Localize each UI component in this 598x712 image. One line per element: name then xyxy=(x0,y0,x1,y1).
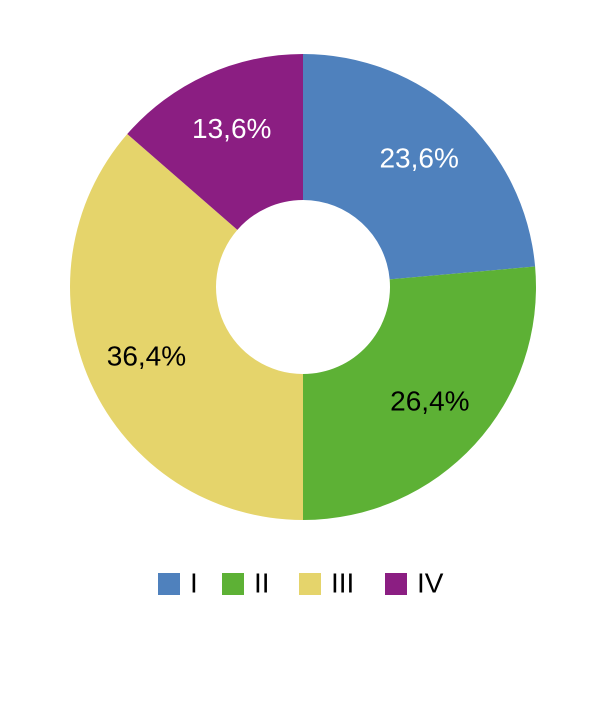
legend-swatch xyxy=(385,573,407,595)
slice xyxy=(303,266,536,520)
data-label: 13,6% xyxy=(192,113,271,144)
legend-swatch xyxy=(299,573,321,595)
slice xyxy=(303,54,536,280)
legend-label: III xyxy=(331,567,354,598)
legend-swatch xyxy=(158,573,180,595)
slice xyxy=(70,134,303,521)
legend-swatch xyxy=(222,573,244,595)
data-label: 26,4% xyxy=(390,386,469,417)
data-label: 36,4% xyxy=(107,341,186,372)
legend-label: IV xyxy=(417,567,444,598)
legend-label: I xyxy=(190,567,198,598)
data-label: 23,6% xyxy=(379,143,458,174)
slice xyxy=(127,54,303,230)
legend-label: II xyxy=(254,567,270,598)
